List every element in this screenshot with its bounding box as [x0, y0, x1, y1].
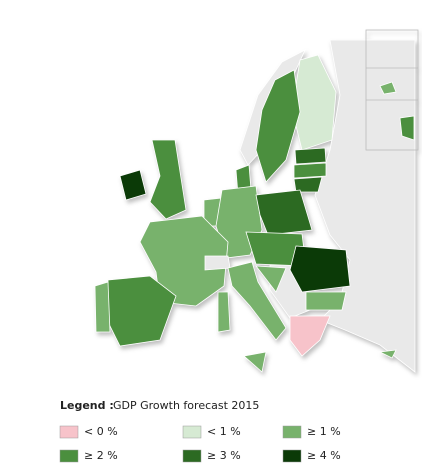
croatia — [255, 265, 287, 293]
poland — [255, 189, 313, 236]
island-inset — [399, 115, 415, 141]
estonia — [294, 147, 327, 165]
legend-swatch — [282, 425, 302, 439]
uk — [149, 139, 187, 220]
legend-swatch — [59, 425, 79, 439]
legend-swatch — [182, 425, 202, 439]
sardinia — [217, 291, 231, 333]
ireland — [119, 169, 147, 201]
romania — [289, 245, 351, 293]
legend-swatch — [182, 449, 202, 463]
greece — [289, 315, 331, 357]
legend-item-label: < 1 % — [207, 425, 241, 438]
portugal — [94, 281, 111, 333]
legend-item-label: ≥ 3 % — [207, 449, 241, 462]
cyprus — [378, 349, 397, 359]
legend: Legend : GDP Growth forecast 2015 < 0 % <… — [59, 399, 341, 463]
sweden — [255, 69, 301, 183]
legend-item-label: ≥ 4 % — [307, 449, 341, 462]
legend-label: Legend : — [60, 399, 114, 412]
island-inset — [379, 81, 397, 95]
legend-title: GDP Growth forecast 2015 — [113, 399, 259, 412]
legend-swatch — [59, 449, 79, 463]
italy — [227, 261, 287, 341]
legend-item-label: ≥ 2 % — [84, 449, 118, 462]
france — [139, 215, 229, 307]
map — [94, 29, 419, 373]
legend-swatch — [282, 449, 302, 463]
inset-frame — [365, 29, 419, 151]
legend-item-label: ≥ 1 % — [307, 425, 341, 438]
latvia — [293, 162, 327, 179]
switzerland — [204, 255, 231, 271]
bulgaria — [305, 291, 347, 311]
legend-item-label: < 0 % — [84, 425, 118, 438]
lithuania — [293, 176, 323, 193]
sicily — [243, 351, 267, 373]
